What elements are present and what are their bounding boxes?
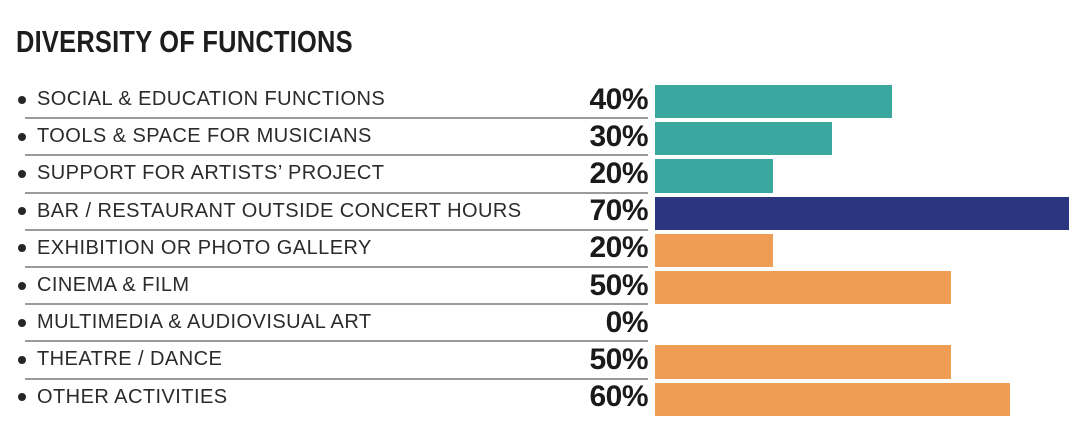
row-bar-area bbox=[655, 270, 1069, 305]
row-label-cell: OTHER ACTIVITIES bbox=[18, 379, 228, 416]
bullet-icon bbox=[18, 132, 26, 141]
bullet-icon bbox=[18, 393, 26, 402]
row-bar bbox=[655, 382, 1010, 416]
chart-row: BAR / RESTAURANT OUTSIDE CONCERT HOURS 7… bbox=[0, 193, 1069, 231]
row-label-cell: SUPPORT FOR ARTISTS’ PROJECT bbox=[18, 155, 384, 192]
bullet-icon bbox=[18, 318, 26, 327]
row-percent-value: 40% bbox=[589, 82, 648, 116]
row-bar bbox=[655, 345, 951, 379]
row-percent-value: 60% bbox=[589, 380, 648, 414]
row-bar bbox=[655, 196, 1069, 230]
row-divider bbox=[25, 377, 648, 380]
row-label: TOOLS & SPACE FOR MUSICIANS bbox=[37, 125, 372, 148]
chart-row: THEATRE / DANCE 50% bbox=[0, 341, 1069, 380]
row-percent-value: 20% bbox=[589, 231, 648, 265]
row-bar-area bbox=[655, 308, 1069, 341]
bullet-icon bbox=[18, 281, 26, 290]
row-percent-value: 0% bbox=[605, 305, 649, 339]
row-percent-value: 70% bbox=[589, 194, 648, 228]
row-label: OTHER ACTIVITIES bbox=[37, 385, 228, 408]
row-label-cell: TOOLS & SPACE FOR MUSICIANS bbox=[18, 118, 372, 155]
row-label-cell: BAR / RESTAURANT OUTSIDE CONCERT HOURS bbox=[18, 193, 522, 230]
row-bar bbox=[655, 159, 774, 193]
row-percent-value: 50% bbox=[589, 268, 648, 302]
row-bar bbox=[655, 270, 951, 305]
chart-row: OTHER ACTIVITIES 60% bbox=[0, 379, 1069, 416]
row-divider bbox=[25, 228, 648, 231]
chart-row: SOCIAL & EDUCATION FUNCTIONS 40% bbox=[0, 81, 1069, 120]
row-label-cell: THEATRE / DANCE bbox=[18, 341, 222, 378]
row-label: SUPPORT FOR ARTISTS’ PROJECT bbox=[37, 162, 385, 185]
row-bar-area bbox=[655, 196, 1069, 230]
row-label: MULTIMEDIA & AUDIOVISUAL ART bbox=[37, 311, 372, 334]
row-divider bbox=[25, 265, 648, 268]
row-divider bbox=[25, 117, 648, 120]
row-divider bbox=[25, 154, 648, 157]
row-bar-area bbox=[655, 159, 1069, 193]
row-divider bbox=[25, 191, 648, 194]
row-label-cell: CINEMA & FILM bbox=[18, 267, 190, 304]
page-title: DIVERSITY OF FUNCTIONS bbox=[16, 24, 353, 59]
row-label: CINEMA & FILM bbox=[37, 274, 190, 297]
row-bar bbox=[655, 122, 833, 156]
row-bar-area bbox=[655, 85, 1069, 119]
row-bar-area bbox=[655, 122, 1069, 156]
row-label: BAR / RESTAURANT OUTSIDE CONCERT HOURS bbox=[37, 199, 522, 222]
chart-row: CINEMA & FILM 50% bbox=[0, 267, 1069, 306]
row-bar-area bbox=[655, 345, 1069, 379]
bullet-icon bbox=[18, 169, 26, 178]
row-bar-area bbox=[655, 233, 1069, 267]
row-divider bbox=[25, 303, 648, 306]
bullet-icon bbox=[18, 95, 26, 104]
row-label: THEATRE / DANCE bbox=[37, 348, 223, 371]
bullet-icon bbox=[18, 244, 26, 253]
row-percent-value: 20% bbox=[589, 156, 648, 190]
chart-row: MULTIMEDIA & AUDIOVISUAL ART 0% bbox=[0, 304, 1069, 343]
row-label-cell: EXHIBITION OR PHOTO GALLERY bbox=[18, 230, 372, 267]
chart-rows: SOCIAL & EDUCATION FUNCTIONS 40% TOOLS &… bbox=[0, 81, 1069, 416]
row-bar bbox=[655, 233, 774, 267]
row-label: SOCIAL & EDUCATION FUNCTIONS bbox=[37, 88, 386, 111]
row-percent-value: 50% bbox=[589, 342, 648, 376]
row-label-cell: MULTIMEDIA & AUDIOVISUAL ART bbox=[18, 304, 372, 341]
bullet-icon bbox=[18, 355, 26, 364]
row-bar bbox=[655, 85, 892, 119]
chart-row: SUPPORT FOR ARTISTS’ PROJECT 20% bbox=[0, 155, 1069, 194]
row-label: EXHIBITION OR PHOTO GALLERY bbox=[37, 236, 372, 259]
bullet-icon bbox=[18, 207, 26, 216]
chart-row: EXHIBITION OR PHOTO GALLERY 20% bbox=[0, 230, 1069, 268]
row-bar-area bbox=[655, 382, 1069, 416]
row-label-cell: SOCIAL & EDUCATION FUNCTIONS bbox=[18, 81, 385, 118]
chart-row: TOOLS & SPACE FOR MUSICIANS 30% bbox=[0, 118, 1069, 157]
row-percent-value: 30% bbox=[589, 119, 648, 153]
row-divider bbox=[25, 340, 648, 343]
